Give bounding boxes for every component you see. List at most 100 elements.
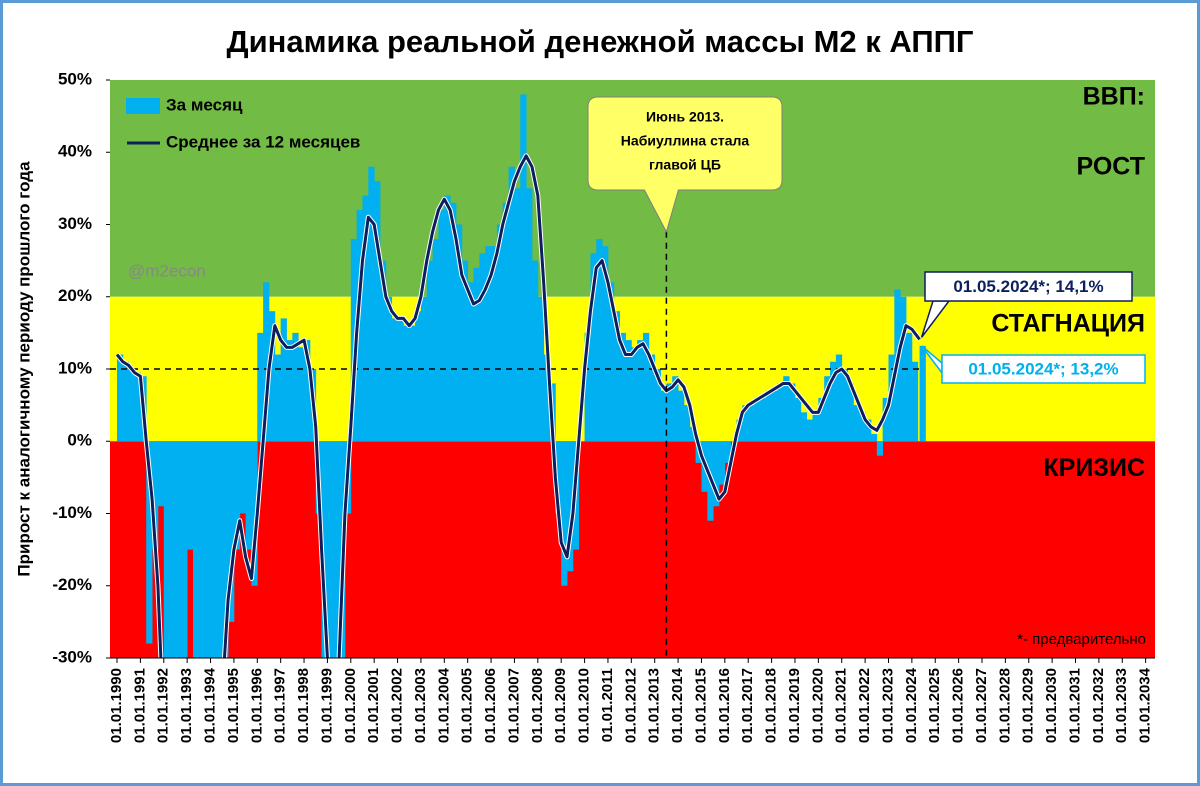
bar	[771, 390, 778, 442]
bar	[859, 412, 866, 442]
bar	[543, 354, 550, 442]
bar	[654, 369, 661, 442]
x-tick-label: 01.01.2013	[646, 668, 663, 743]
bar	[216, 441, 223, 658]
x-tick-label: 01.01.2021	[833, 668, 850, 743]
bar	[228, 441, 235, 622]
bar	[876, 441, 884, 456]
bar	[432, 238, 439, 442]
x-tick-label: 01.01.2034	[1137, 667, 1154, 743]
bar	[602, 246, 609, 442]
legend-label: Среднее за 12 месяцев	[166, 132, 360, 151]
bar	[198, 441, 206, 658]
bar	[531, 260, 539, 442]
bar	[245, 441, 252, 550]
x-tick-label: 01.01.2018	[763, 668, 780, 743]
x-tick-label: 01.01.2032	[1090, 668, 1107, 743]
legend-swatch	[126, 98, 160, 114]
bar	[561, 441, 568, 586]
callout	[924, 271, 1133, 302]
y-tick-label: 30%	[58, 214, 92, 233]
bar	[648, 354, 656, 442]
bar	[239, 441, 246, 514]
x-tick-label: 01.01.1993	[178, 668, 195, 743]
x-tick-label: 01.01.1995	[225, 668, 242, 743]
bar	[625, 340, 632, 442]
bar	[152, 441, 159, 550]
bar	[765, 390, 772, 442]
bar	[420, 296, 428, 442]
bar	[169, 441, 176, 658]
bar	[415, 311, 422, 442]
line	[115, 154, 921, 658]
bar	[491, 246, 498, 442]
bar	[911, 361, 919, 442]
x-tick-label: 01.01.2022	[856, 668, 873, 743]
zone-label: КРИЗИС	[1043, 454, 1145, 482]
y-tick-label: 10%	[58, 358, 92, 377]
bar	[724, 441, 732, 463]
bar	[613, 311, 621, 442]
bar	[321, 441, 328, 658]
bar	[759, 397, 767, 442]
x-tick-label: 01.01.2007	[505, 668, 522, 743]
zone-label: СТАГНАЦИЯ	[991, 309, 1145, 337]
bar	[841, 369, 848, 442]
chart-title: Динамика реальной денежной массы М2 к АП…	[227, 24, 974, 59]
x-tick-label: 01.01.2009	[552, 668, 569, 743]
bar	[496, 224, 504, 442]
bar	[806, 419, 813, 442]
bar	[257, 332, 264, 442]
bar	[906, 332, 913, 442]
bar	[713, 441, 720, 507]
bar	[368, 166, 375, 442]
x-tick-label: 01.01.2012	[622, 668, 639, 743]
x-tick-label: 01.01.2017	[739, 668, 756, 743]
bar	[374, 181, 381, 442]
bar	[637, 340, 644, 442]
bar	[450, 202, 457, 442]
bar	[672, 376, 679, 442]
bar	[438, 210, 445, 442]
footnote: *- предварительно	[1017, 631, 1146, 648]
bar	[117, 354, 124, 442]
x-tick-label: 01.01.2025	[926, 668, 943, 743]
y-axis-title: Прирост к аналогичному периоду прошлого …	[14, 161, 33, 577]
bar	[391, 318, 398, 442]
bar	[298, 347, 305, 442]
bar	[847, 383, 854, 442]
bar	[461, 260, 469, 442]
bar	[157, 441, 165, 507]
bar	[643, 332, 650, 442]
bar	[292, 332, 299, 442]
bar	[919, 345, 926, 442]
x-tick-label: 01.01.2004	[435, 667, 452, 743]
watermark: @m2econ	[128, 261, 206, 280]
bar	[812, 412, 819, 442]
bar	[683, 405, 691, 442]
bar	[403, 325, 410, 442]
x-tick-label: 01.01.2000	[342, 668, 359, 743]
bar	[251, 441, 258, 586]
bar	[666, 383, 673, 442]
bar	[619, 332, 626, 442]
x-tick-label: 01.01.2019	[786, 668, 803, 743]
bar	[222, 441, 229, 658]
x-tick-label: 01.01.2028	[996, 668, 1013, 743]
x-tick-label: 01.01.1998	[295, 668, 312, 743]
bar	[455, 224, 463, 442]
x-tick-label: 01.01.2030	[1043, 668, 1060, 743]
bar	[794, 397, 802, 442]
x-tick-label: 01.01.1992	[155, 668, 172, 743]
x-tick-label: 01.01.1999	[318, 668, 335, 743]
callout-text: главой ЦБ	[649, 157, 721, 173]
bar	[508, 166, 515, 442]
bar	[689, 426, 697, 442]
bar	[268, 311, 276, 442]
bar	[882, 397, 889, 442]
callout	[941, 354, 1146, 384]
bar	[274, 354, 282, 442]
bar	[467, 282, 474, 442]
bar	[333, 441, 340, 658]
bar	[748, 405, 755, 442]
